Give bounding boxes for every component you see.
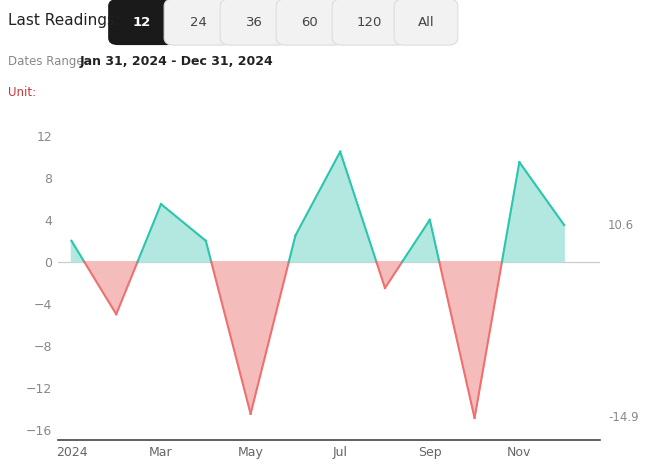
Text: 60: 60 bbox=[302, 16, 319, 28]
Text: 10.6: 10.6 bbox=[608, 219, 634, 232]
Text: All: All bbox=[418, 16, 434, 28]
Text: 36: 36 bbox=[246, 16, 262, 28]
Text: Unit:: Unit: bbox=[8, 87, 36, 99]
Text: Last Readings:: Last Readings: bbox=[8, 12, 120, 27]
Text: Jan 31, 2024 - Dec 31, 2024: Jan 31, 2024 - Dec 31, 2024 bbox=[80, 55, 274, 69]
Text: 120: 120 bbox=[356, 16, 382, 28]
Text: 12: 12 bbox=[133, 16, 151, 28]
Text: Dates Range:: Dates Range: bbox=[8, 55, 87, 69]
Text: -14.9: -14.9 bbox=[608, 412, 639, 424]
Text: 24: 24 bbox=[190, 16, 206, 28]
